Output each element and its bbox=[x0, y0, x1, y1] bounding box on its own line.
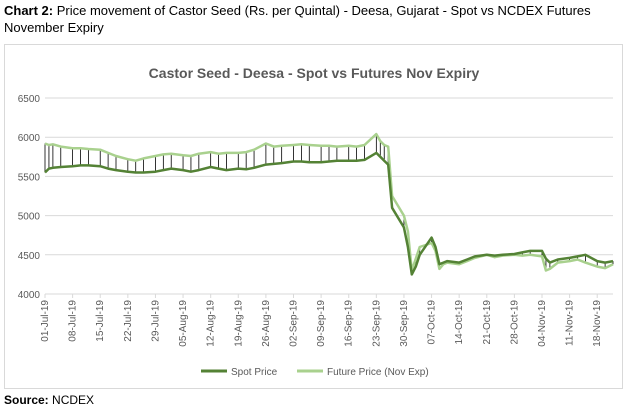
x-tick-label: 15-Jul-19 bbox=[95, 300, 106, 342]
x-tick-label: 11-Nov-19 bbox=[565, 300, 576, 346]
source-note: Source: NCDEX bbox=[4, 393, 94, 407]
chart-title: Castor Seed - Deesa - Spot vs Futures No… bbox=[149, 65, 480, 81]
x-tick-label: 08-Jul-19 bbox=[68, 300, 79, 342]
x-tick-label: 26-Aug-19 bbox=[261, 300, 272, 347]
x-tick-label: 05-Aug-19 bbox=[178, 300, 189, 347]
y-tick-label: 4500 bbox=[18, 251, 41, 262]
caption-text: Price movement of Castor Seed (Rs. per Q… bbox=[4, 3, 591, 35]
y-axis: 4000 4500 5000 5500 6000 6500 bbox=[18, 94, 41, 301]
legend: Spot Price Future Price (Nov Exp) bbox=[201, 367, 429, 378]
x-tick-label: 22-Jul-19 bbox=[123, 300, 134, 342]
x-tick-label: 04-Nov-19 bbox=[537, 300, 548, 347]
legend-label: Spot Price bbox=[231, 367, 278, 378]
y-tick-label: 5500 bbox=[18, 172, 41, 183]
x-tick-label: 28-Oct-19 bbox=[509, 300, 520, 345]
hi-lo-lines bbox=[44, 134, 614, 275]
x-tick-label: 14-Oct-19 bbox=[454, 300, 465, 345]
y-tick-label: 6500 bbox=[18, 94, 41, 105]
x-tick-label: 30-Sep-19 bbox=[399, 300, 410, 347]
source-label: Source: bbox=[4, 393, 49, 407]
y-tick-label: 5000 bbox=[18, 212, 41, 223]
x-tick-label: 16-Sep-19 bbox=[344, 300, 355, 347]
x-tick-label: 09-Sep-19 bbox=[316, 300, 327, 347]
series-line-spot-price bbox=[44, 151, 614, 276]
gridlines bbox=[45, 97, 613, 295]
x-tick-label: 29-Jul-19 bbox=[150, 300, 161, 342]
series-line-future-price bbox=[44, 132, 614, 272]
x-tick-label: 02-Sep-19 bbox=[289, 300, 300, 347]
series-lines bbox=[44, 132, 614, 276]
x-tick-label: 12-Aug-19 bbox=[206, 300, 217, 347]
legend-label: Future Price (Nov Exp) bbox=[327, 367, 429, 378]
caption-label: Chart 2: bbox=[4, 3, 54, 18]
figure-caption: Chart 2: Price movement of Castor Seed (… bbox=[4, 2, 624, 36]
x-tick-label: 01-Jul-19 bbox=[40, 300, 51, 342]
line-chart: Castor Seed - Deesa - Spot vs Futures No… bbox=[18, 65, 614, 378]
y-tick-label: 4000 bbox=[18, 290, 41, 301]
y-tick-label: 6000 bbox=[18, 133, 41, 144]
x-tick-label: 18-Nov-19 bbox=[592, 300, 603, 347]
x-tick-label: 19-Aug-19 bbox=[233, 300, 244, 347]
source-text: NCDEX bbox=[52, 393, 95, 407]
chart-area: Castor Seed - Deesa - Spot vs Futures No… bbox=[4, 44, 623, 389]
x-tick-label: 21-Oct-19 bbox=[482, 300, 493, 345]
x-tick-label: 07-Oct-19 bbox=[427, 300, 438, 345]
x-axis: 01-Jul-19 08-Jul-19 15-Jul-19 22-Jul-19 29-J… bbox=[40, 294, 603, 347]
x-tick-label: 23-Sep-19 bbox=[371, 300, 382, 347]
